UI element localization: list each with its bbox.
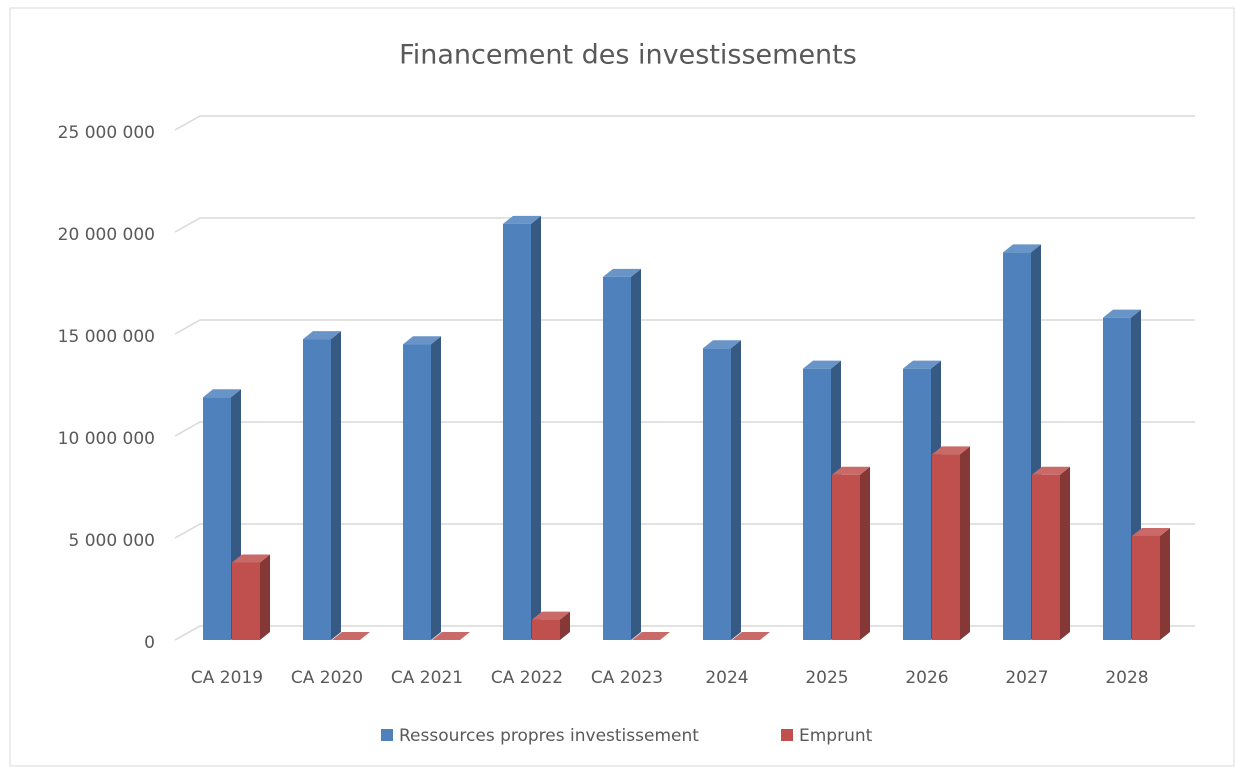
bar-top [332, 632, 370, 640]
bar-top [903, 360, 941, 369]
bar-front [203, 397, 231, 640]
bar-top [932, 446, 970, 455]
bar-side [631, 268, 641, 640]
bar-front [303, 339, 331, 640]
bar-side [860, 466, 870, 640]
bar-top [203, 389, 241, 398]
bar [532, 611, 570, 640]
bar-top [1032, 466, 1070, 475]
bar-front [532, 619, 560, 640]
bar-top [703, 340, 741, 349]
x-tick-label: CA 2022 [491, 668, 563, 688]
y-tick-label: 5 000 000 [68, 531, 155, 551]
bar-side [731, 340, 741, 640]
bar-top [303, 331, 341, 340]
bar-front [603, 276, 631, 640]
bar-top [832, 466, 870, 475]
bar-top [603, 268, 641, 277]
bar [603, 268, 641, 640]
grid-line [174, 115, 1195, 131]
legend-label: Ressources propres investissement [399, 726, 699, 746]
bar-top [732, 632, 770, 640]
bar-top [232, 554, 270, 563]
bar-top [1132, 527, 1170, 536]
bar-side [560, 611, 570, 640]
bar-top [1103, 309, 1141, 318]
bar-top [532, 611, 570, 620]
y-tick-label: 10 000 000 [58, 429, 155, 449]
bar-side [960, 446, 970, 640]
x-tick-label: 2026 [905, 668, 948, 688]
bar [1132, 527, 1170, 640]
bar-side [331, 331, 341, 640]
x-tick-label: CA 2020 [291, 668, 363, 688]
x-tick-label: 2024 [705, 668, 748, 688]
y-tick-label: 0 [144, 633, 155, 653]
bar-side [431, 336, 441, 640]
x-tick-label: CA 2023 [591, 668, 663, 688]
bar-front [1132, 535, 1160, 640]
bar-top [803, 360, 841, 369]
bar-top [632, 632, 670, 640]
bar [232, 554, 270, 640]
chart-title: Financement des investissements [399, 40, 857, 71]
y-tick-label: 25 000 000 [58, 123, 155, 143]
x-tick-label: 2028 [1105, 668, 1148, 688]
legend-swatch [781, 729, 793, 741]
bar-front [703, 348, 731, 640]
bar-front [1032, 474, 1060, 640]
bar-side [531, 215, 541, 640]
x-tick-label: 2025 [805, 668, 848, 688]
bar-front [232, 562, 260, 640]
bar-side [1160, 527, 1170, 640]
bar-front [1003, 252, 1031, 640]
legend-swatch [381, 729, 393, 741]
legend-label: Emprunt [799, 726, 873, 746]
bar [332, 632, 370, 640]
bar-front [1103, 317, 1131, 640]
bar-side [260, 554, 270, 640]
bar-front [803, 368, 831, 640]
bar-front [903, 368, 931, 640]
bar [832, 466, 870, 640]
bar [303, 331, 341, 640]
y-tick-label: 15 000 000 [58, 327, 155, 347]
y-tick-label: 20 000 000 [58, 225, 155, 245]
bar-top [503, 215, 541, 224]
x-tick-label: 2027 [1005, 668, 1048, 688]
grid-line [174, 217, 1195, 233]
x-tick-label: CA 2019 [191, 668, 263, 688]
bar [1032, 466, 1070, 640]
bar [732, 632, 770, 640]
bar-side [1060, 466, 1070, 640]
bar [403, 336, 441, 640]
bar-front [403, 344, 431, 640]
x-tick-label: CA 2021 [391, 668, 463, 688]
grid-line [174, 319, 1195, 335]
bar-front [932, 454, 960, 640]
bar-top [1003, 244, 1041, 253]
bar [503, 215, 541, 640]
bar-top [432, 632, 470, 640]
bar [932, 446, 970, 640]
bar-top [403, 336, 441, 345]
grid-line [174, 421, 1195, 437]
bar [432, 632, 470, 640]
bar-front [832, 474, 860, 640]
bar-front [503, 223, 531, 640]
bar [703, 340, 741, 640]
bar [632, 632, 670, 640]
